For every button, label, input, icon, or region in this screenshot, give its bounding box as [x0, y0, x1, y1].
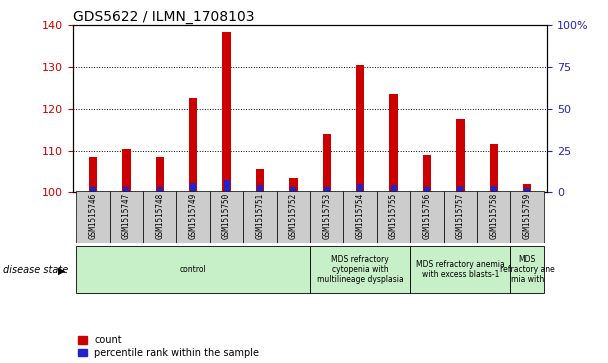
Bar — [489, 144, 498, 192]
Bar — [410, 246, 511, 293]
Text: GSM1515750: GSM1515750 — [222, 193, 231, 240]
Bar — [524, 188, 530, 192]
Text: disease state: disease state — [3, 265, 68, 276]
Bar — [76, 191, 109, 243]
Text: GSM1515758: GSM1515758 — [489, 193, 499, 240]
Text: MDS
refractory ane
mia with: MDS refractory ane mia with — [500, 254, 554, 285]
Text: GSM1515752: GSM1515752 — [289, 193, 298, 240]
Bar — [356, 65, 364, 192]
Bar — [291, 187, 296, 192]
Bar — [424, 187, 430, 192]
Bar — [223, 32, 231, 192]
Bar — [377, 191, 410, 243]
Bar — [357, 184, 363, 192]
Text: GSM1515754: GSM1515754 — [356, 193, 365, 240]
Bar — [289, 178, 297, 192]
Bar — [310, 246, 410, 293]
Bar — [224, 180, 230, 192]
Bar — [511, 246, 544, 293]
Bar — [143, 191, 176, 243]
Bar — [90, 187, 96, 192]
Bar — [189, 98, 198, 192]
Bar — [491, 186, 497, 192]
Bar — [523, 184, 531, 192]
Bar — [156, 157, 164, 192]
Text: GSM1515746: GSM1515746 — [89, 193, 97, 240]
Bar — [410, 191, 444, 243]
Bar — [389, 94, 398, 192]
Text: ▶: ▶ — [58, 265, 66, 276]
Bar — [176, 191, 210, 243]
Bar — [444, 191, 477, 243]
Text: GSM1515757: GSM1515757 — [456, 193, 465, 240]
Text: GSM1515748: GSM1515748 — [155, 193, 164, 240]
Bar — [323, 134, 331, 192]
Bar — [457, 186, 463, 192]
Text: GSM1515759: GSM1515759 — [523, 193, 531, 240]
Bar — [243, 191, 277, 243]
Bar — [310, 191, 344, 243]
Text: GSM1515749: GSM1515749 — [188, 193, 198, 240]
Bar — [344, 191, 377, 243]
Bar — [324, 187, 330, 192]
Bar — [123, 187, 130, 192]
Bar — [511, 191, 544, 243]
Bar — [456, 119, 465, 192]
Bar — [157, 187, 163, 192]
Text: GSM1515755: GSM1515755 — [389, 193, 398, 240]
Bar — [122, 148, 131, 192]
Text: GSM1515747: GSM1515747 — [122, 193, 131, 240]
Bar — [210, 191, 243, 243]
Text: GSM1515753: GSM1515753 — [322, 193, 331, 240]
Text: MDS refractory anemia
with excess blasts-1: MDS refractory anemia with excess blasts… — [416, 260, 505, 279]
Text: control: control — [180, 265, 207, 274]
Bar — [390, 185, 396, 192]
Bar — [256, 170, 264, 192]
Bar — [109, 191, 143, 243]
Bar — [76, 246, 310, 293]
Text: MDS refractory
cytopenia with
multilineage dysplasia: MDS refractory cytopenia with multilinea… — [317, 254, 404, 285]
Bar — [477, 191, 511, 243]
Text: GSM1515751: GSM1515751 — [255, 193, 264, 240]
Text: GDS5622 / ILMN_1708103: GDS5622 / ILMN_1708103 — [73, 11, 255, 24]
Bar — [89, 157, 97, 192]
Bar — [423, 155, 431, 192]
Bar — [257, 185, 263, 192]
Legend: count, percentile rank within the sample: count, percentile rank within the sample — [78, 335, 260, 358]
Bar — [277, 191, 310, 243]
Text: GSM1515756: GSM1515756 — [423, 193, 432, 240]
Bar — [190, 183, 196, 192]
